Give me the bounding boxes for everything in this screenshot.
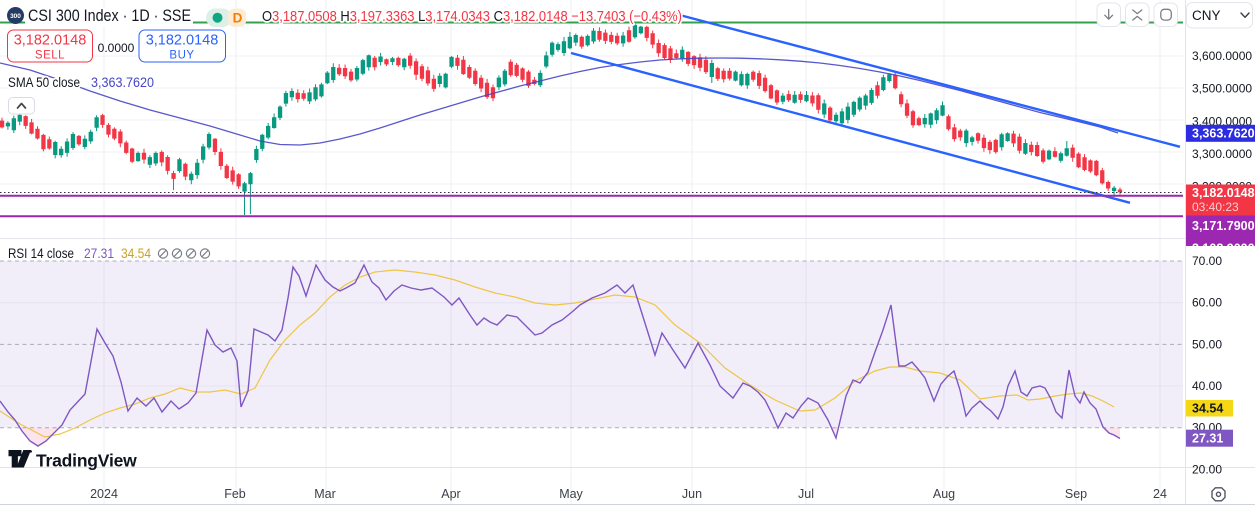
svg-text:3,363.7620: 3,363.7620 [91,75,154,90]
svg-text:O3,187.0508 H3,197.3363 L3,174: O3,187.0508 H3,197.3363 L3,174.0343 C3,1… [262,9,682,25]
svg-text:20.00: 20.00 [1192,462,1222,476]
svg-text:Aug: Aug [933,487,955,501]
svg-text:RSI 14 close: RSI 14 close [8,246,74,261]
svg-text:CNY: CNY [1192,8,1221,23]
svg-text:2024: 2024 [90,487,118,501]
svg-text:60.00: 60.00 [1192,296,1222,310]
svg-text:27.31: 27.31 [1192,432,1223,446]
svg-text:BUY: BUY [169,50,194,62]
svg-text:70.00: 70.00 [1192,254,1222,268]
svg-text:Mar: Mar [314,487,336,501]
svg-text:O3,187.0508 H3,197.3363 L3,174: O3,187.0508 H3,197.3363 L3,174.0343 C3,1… [262,9,682,25]
svg-text:0.0000: 0.0000 [98,41,135,55]
svg-text:D: D [233,11,243,26]
svg-text:34.54: 34.54 [1192,402,1223,416]
svg-text:3,300.0000: 3,300.0000 [1192,147,1252,161]
svg-text:3,108.9000: 3,108.9000 [1192,242,1255,256]
svg-text:3,182.0148: 3,182.0148 [146,33,219,49]
svg-text:SMA 50 close: SMA 50 close [8,75,80,90]
svg-text:300: 300 [10,13,21,20]
svg-text:3,363.7620: 3,363.7620 [91,75,154,90]
svg-text:3,182.0148: 3,182.0148 [1192,186,1255,200]
svg-text:SMA 50 close: SMA 50 close [8,75,80,90]
svg-text:May: May [559,487,583,501]
svg-text:TradingView: TradingView [36,451,137,471]
svg-text:3,500.0000: 3,500.0000 [1192,82,1252,96]
svg-text:3,171.7900: 3,171.7900 [1192,219,1255,233]
svg-text:24: 24 [1153,487,1167,501]
svg-text:27.31: 27.31 [84,246,114,261]
svg-text:3,363.7620: 3,363.7620 [1192,127,1255,141]
svg-text:3,600.0000: 3,600.0000 [1192,49,1252,63]
svg-text:Feb: Feb [224,487,246,501]
svg-text:50.00: 50.00 [1192,337,1222,351]
svg-text:CSI 300 Index · 1D · SSE: CSI 300 Index · 1D · SSE [28,7,191,25]
svg-text:03:40:23: 03:40:23 [1192,200,1239,214]
svg-text:CSI 300 Index · 1D · SSE: CSI 300 Index · 1D · SSE [28,7,191,25]
svg-text:Jul: Jul [798,487,814,501]
svg-text:Apr: Apr [441,487,460,501]
svg-text:34.54: 34.54 [121,246,151,261]
svg-text:SELL: SELL [35,50,65,62]
svg-text:3,182.0148: 3,182.0148 [14,33,87,49]
svg-text:34.54: 34.54 [121,246,151,261]
svg-text:Sep: Sep [1065,487,1087,501]
svg-text:RSI 14 close: RSI 14 close [8,246,74,261]
svg-text:40.00: 40.00 [1192,379,1222,393]
svg-text:Jun: Jun [682,487,702,501]
svg-text:27.31: 27.31 [84,246,114,261]
